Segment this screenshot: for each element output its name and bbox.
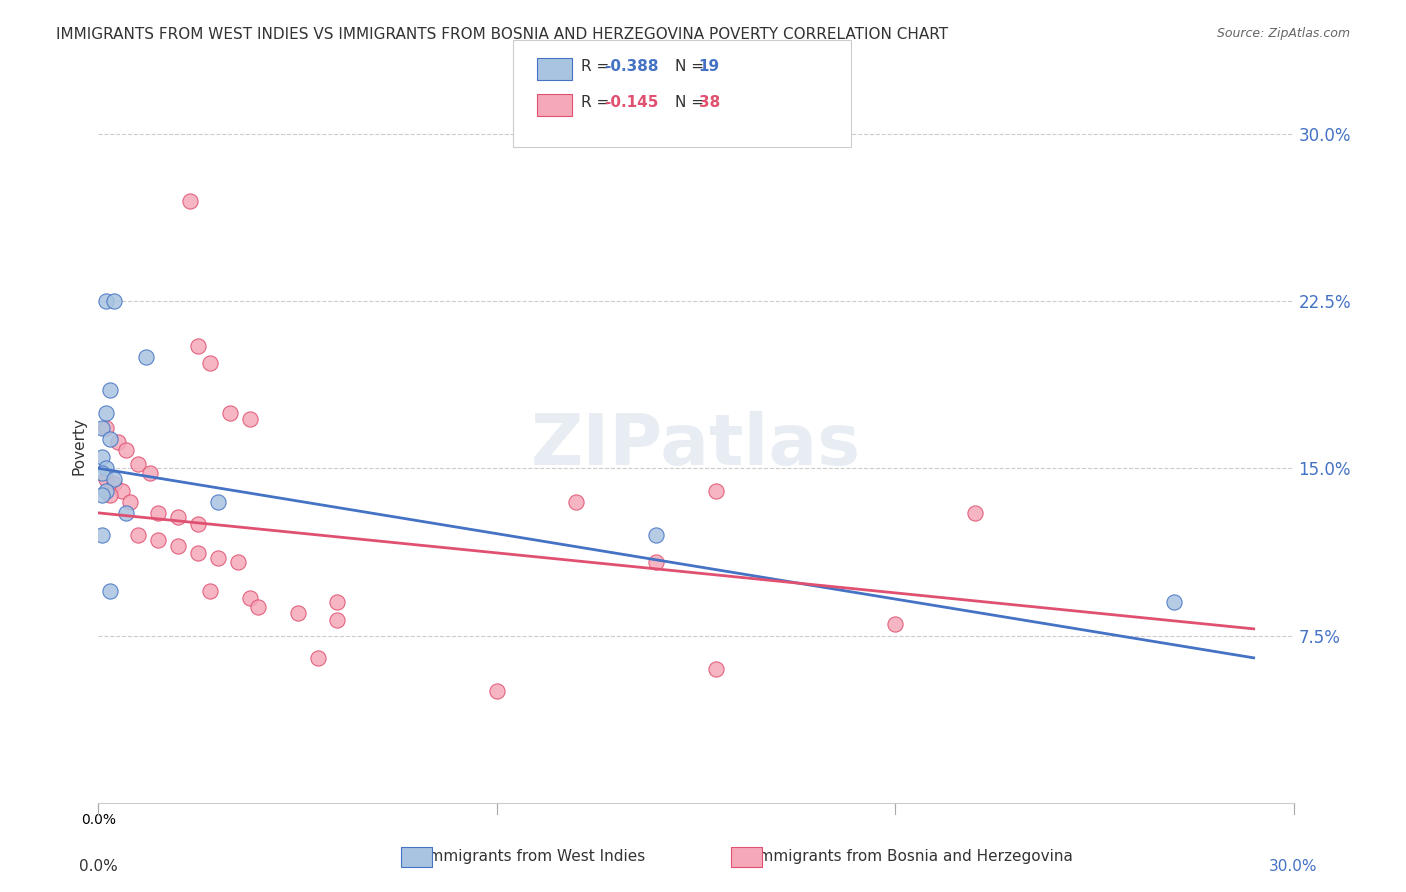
Y-axis label: Poverty: Poverty xyxy=(72,417,87,475)
Point xyxy=(103,476,125,491)
Point xyxy=(135,350,157,364)
Text: 0.0%: 0.0% xyxy=(79,858,118,873)
Point xyxy=(96,461,118,475)
Point xyxy=(96,473,118,487)
Text: IMMIGRANTS FROM WEST INDIES VS IMMIGRANTS FROM BOSNIA AND HERZEGOVINA POVERTY CO: IMMIGRANTS FROM WEST INDIES VS IMMIGRANT… xyxy=(56,27,949,42)
Point xyxy=(1163,595,1185,609)
Point xyxy=(139,466,162,480)
Point xyxy=(148,533,170,547)
Text: 30.0%: 30.0% xyxy=(1270,858,1317,873)
Text: N =: N = xyxy=(675,95,709,110)
Point xyxy=(115,443,138,458)
Point xyxy=(96,293,118,308)
Point xyxy=(98,384,122,398)
Point xyxy=(198,356,221,370)
Point xyxy=(103,293,125,308)
Text: -0.388: -0.388 xyxy=(605,60,659,74)
Point xyxy=(111,483,134,498)
Point xyxy=(219,405,242,419)
Point xyxy=(207,550,229,565)
Point xyxy=(91,450,114,464)
Point xyxy=(96,483,118,498)
Point xyxy=(565,494,588,508)
Point xyxy=(179,194,201,208)
Text: 38: 38 xyxy=(699,95,720,110)
Point xyxy=(91,488,114,502)
Text: Source: ZipAtlas.com: Source: ZipAtlas.com xyxy=(1216,27,1350,40)
Point xyxy=(485,684,508,698)
Point xyxy=(91,421,114,435)
Point xyxy=(704,483,727,498)
Point xyxy=(127,457,149,471)
Point xyxy=(207,494,229,508)
Text: N =: N = xyxy=(675,60,709,74)
Point xyxy=(167,510,190,524)
Point xyxy=(239,412,262,426)
Point xyxy=(98,583,122,598)
Point xyxy=(187,338,209,352)
Point xyxy=(115,506,138,520)
Point xyxy=(198,583,221,598)
Point xyxy=(187,546,209,560)
Point xyxy=(645,528,668,542)
Point xyxy=(98,488,122,502)
Point xyxy=(239,591,262,605)
Point xyxy=(98,432,122,446)
Point xyxy=(120,494,142,508)
Text: 19: 19 xyxy=(699,60,720,74)
Point xyxy=(91,466,114,480)
Point xyxy=(704,662,727,676)
Point xyxy=(963,506,986,520)
Point xyxy=(884,617,907,632)
Point xyxy=(96,421,118,435)
Point xyxy=(307,651,329,665)
Point xyxy=(91,528,114,542)
Point xyxy=(103,473,125,487)
Point xyxy=(107,434,129,449)
Point xyxy=(645,555,668,569)
Text: R =: R = xyxy=(581,95,614,110)
Text: ZIPatlas: ZIPatlas xyxy=(531,411,860,481)
Point xyxy=(148,506,170,520)
Point xyxy=(127,528,149,542)
Point xyxy=(326,595,349,609)
Point xyxy=(167,539,190,553)
Point xyxy=(187,516,209,531)
Point xyxy=(287,607,309,621)
Point xyxy=(326,613,349,627)
Point xyxy=(246,599,269,614)
Text: R =: R = xyxy=(581,60,614,74)
Text: -0.145: -0.145 xyxy=(605,95,659,110)
Point xyxy=(96,405,118,419)
Text: Immigrants from West Indies: Immigrants from West Indies xyxy=(423,849,645,863)
Point xyxy=(226,555,249,569)
Text: Immigrants from Bosnia and Herzegovina: Immigrants from Bosnia and Herzegovina xyxy=(755,849,1073,863)
